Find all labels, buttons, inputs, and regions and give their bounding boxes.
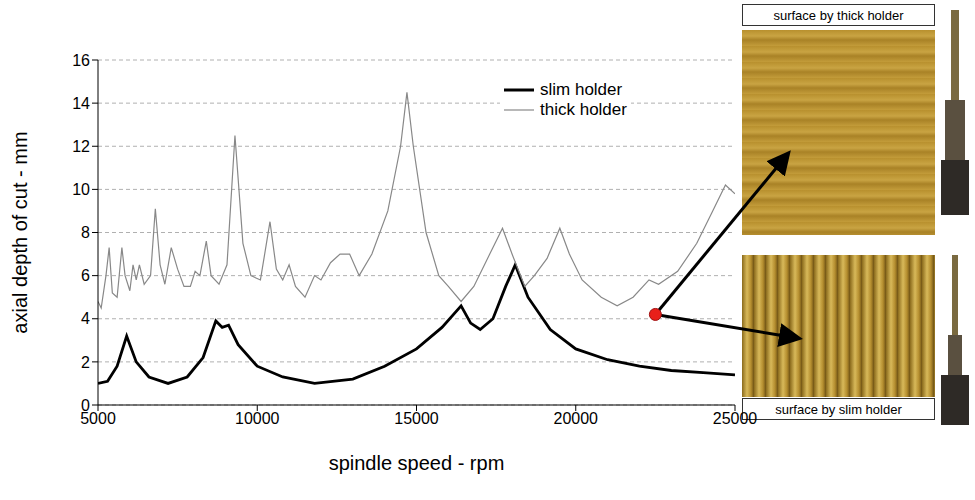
svg-text:20000: 20000 (554, 410, 599, 427)
svg-text:4: 4 (81, 310, 90, 327)
svg-text:16: 16 (72, 52, 90, 69)
svg-text:5000: 5000 (80, 410, 116, 428)
html-text:surface by thick holder: surface by thick holder (773, 8, 904, 23)
svg-text:15000: 15000 (394, 410, 439, 427)
html-text:slim holder: slim holder (540, 80, 623, 99)
svg-text:14: 14 (72, 95, 90, 112)
svg-text:12: 12 (72, 138, 90, 155)
svg-text:2: 2 (81, 354, 90, 371)
html-text:thick holder: thick holder (540, 100, 627, 119)
svg-text:6: 6 (81, 267, 90, 284)
svg-text:8: 8 (81, 224, 90, 241)
html-text:surface by slim holder: surface by slim holder (775, 402, 902, 417)
svg-text:spindle speed - rpm: spindle speed - rpm (329, 452, 505, 474)
svg-text:0: 0 (81, 397, 90, 414)
svg-text:10000: 10000 (235, 410, 280, 427)
svg-text:10: 10 (72, 181, 90, 198)
svg-text:25000: 25000 (713, 410, 758, 427)
svg-text:axial depth of cut - mm: axial depth of cut - mm (9, 131, 31, 333)
